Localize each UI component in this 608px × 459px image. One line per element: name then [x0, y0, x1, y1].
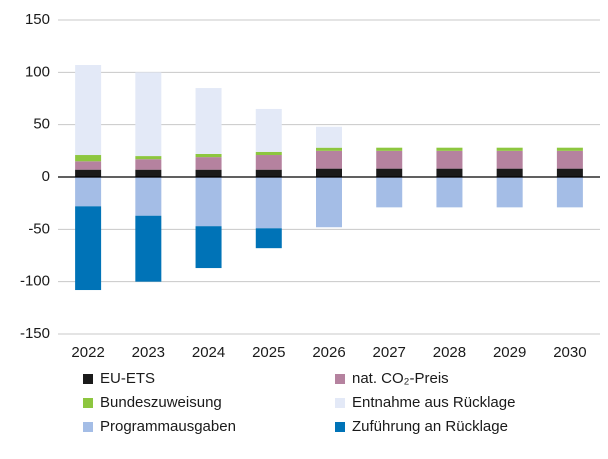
bar-segment [195, 88, 222, 154]
legend-swatch [335, 374, 345, 384]
x-tick-label: 2024 [192, 344, 225, 361]
bar-segment [376, 177, 403, 208]
bar-segment [436, 147, 463, 151]
legend-swatch [83, 398, 93, 408]
bar-segment [436, 177, 463, 208]
bar-segment [135, 72, 162, 157]
bar-segment [496, 147, 523, 151]
y-tick-label: -100 [20, 273, 50, 290]
legend-label: Bundeszuweisung [100, 394, 222, 411]
legend-label: Programmausgaben [100, 418, 236, 435]
legend-label: nat. CO₂-Preis [352, 370, 449, 387]
bar-segment [255, 108, 282, 152]
legend-label: Zuführung an Rücklage [352, 418, 508, 435]
bar-segment [496, 168, 523, 177]
bar-segment [255, 151, 282, 156]
y-tick-label: 150 [25, 11, 50, 28]
bar-segment [376, 147, 403, 151]
x-tick-label: 2022 [71, 344, 104, 361]
bar-segment [556, 147, 583, 151]
legend-label: Entnahme aus Rücklage [352, 394, 515, 411]
legend-label: EU-ETS [100, 370, 155, 387]
y-tick-label: 50 [33, 116, 50, 133]
x-tick-label: 2028 [433, 344, 466, 361]
bar-segment [436, 150, 463, 169]
x-tick-label: 2030 [553, 344, 586, 361]
bar-segment [135, 169, 162, 177]
bar-segment [496, 177, 523, 208]
bar-segment [316, 177, 342, 228]
bar-segment [316, 150, 342, 169]
bar-segment [135, 159, 162, 170]
y-tick-label: -50 [28, 220, 50, 237]
legend-swatch [335, 422, 345, 432]
legend-swatch [83, 422, 93, 432]
bar-segment [436, 168, 463, 177]
bar-segment [75, 177, 102, 207]
bar-segment [255, 177, 282, 229]
bar-segment [255, 169, 282, 177]
bar-segment [255, 228, 282, 249]
bar-segment [195, 169, 222, 177]
bar-segment [195, 157, 222, 170]
bar-segment [195, 226, 222, 269]
bar-segment [556, 150, 583, 169]
bar-segment [556, 168, 583, 177]
bar-segment [556, 177, 583, 208]
bar-segment [376, 168, 403, 177]
bar-segment [376, 150, 403, 169]
bar-segment [496, 150, 523, 169]
x-tick-label: 2023 [132, 344, 165, 361]
bar-segment [316, 126, 342, 148]
bar-segment [255, 155, 282, 170]
bar-segment [135, 177, 162, 216]
bar-segment [135, 215, 162, 282]
bar-segment [316, 147, 342, 151]
bar-segment [75, 155, 102, 162]
bar-segment [195, 177, 222, 227]
bar-segment [135, 156, 162, 160]
bar-segment [316, 168, 342, 177]
legend-swatch [335, 398, 345, 408]
x-tick-label: 2029 [493, 344, 526, 361]
legend-swatch [83, 374, 93, 384]
bar-segment [75, 65, 102, 156]
x-tick-label: 2027 [373, 344, 406, 361]
bar-segment [75, 169, 102, 177]
bar-segment [195, 153, 222, 158]
y-tick-label: 100 [25, 63, 50, 80]
y-tick-label: -150 [20, 325, 50, 342]
x-tick-label: 2025 [252, 344, 285, 361]
y-tick-label: 0 [42, 168, 50, 185]
bar-segment [75, 161, 102, 170]
bar-segment [75, 206, 102, 291]
x-tick-label: 2026 [312, 344, 345, 361]
